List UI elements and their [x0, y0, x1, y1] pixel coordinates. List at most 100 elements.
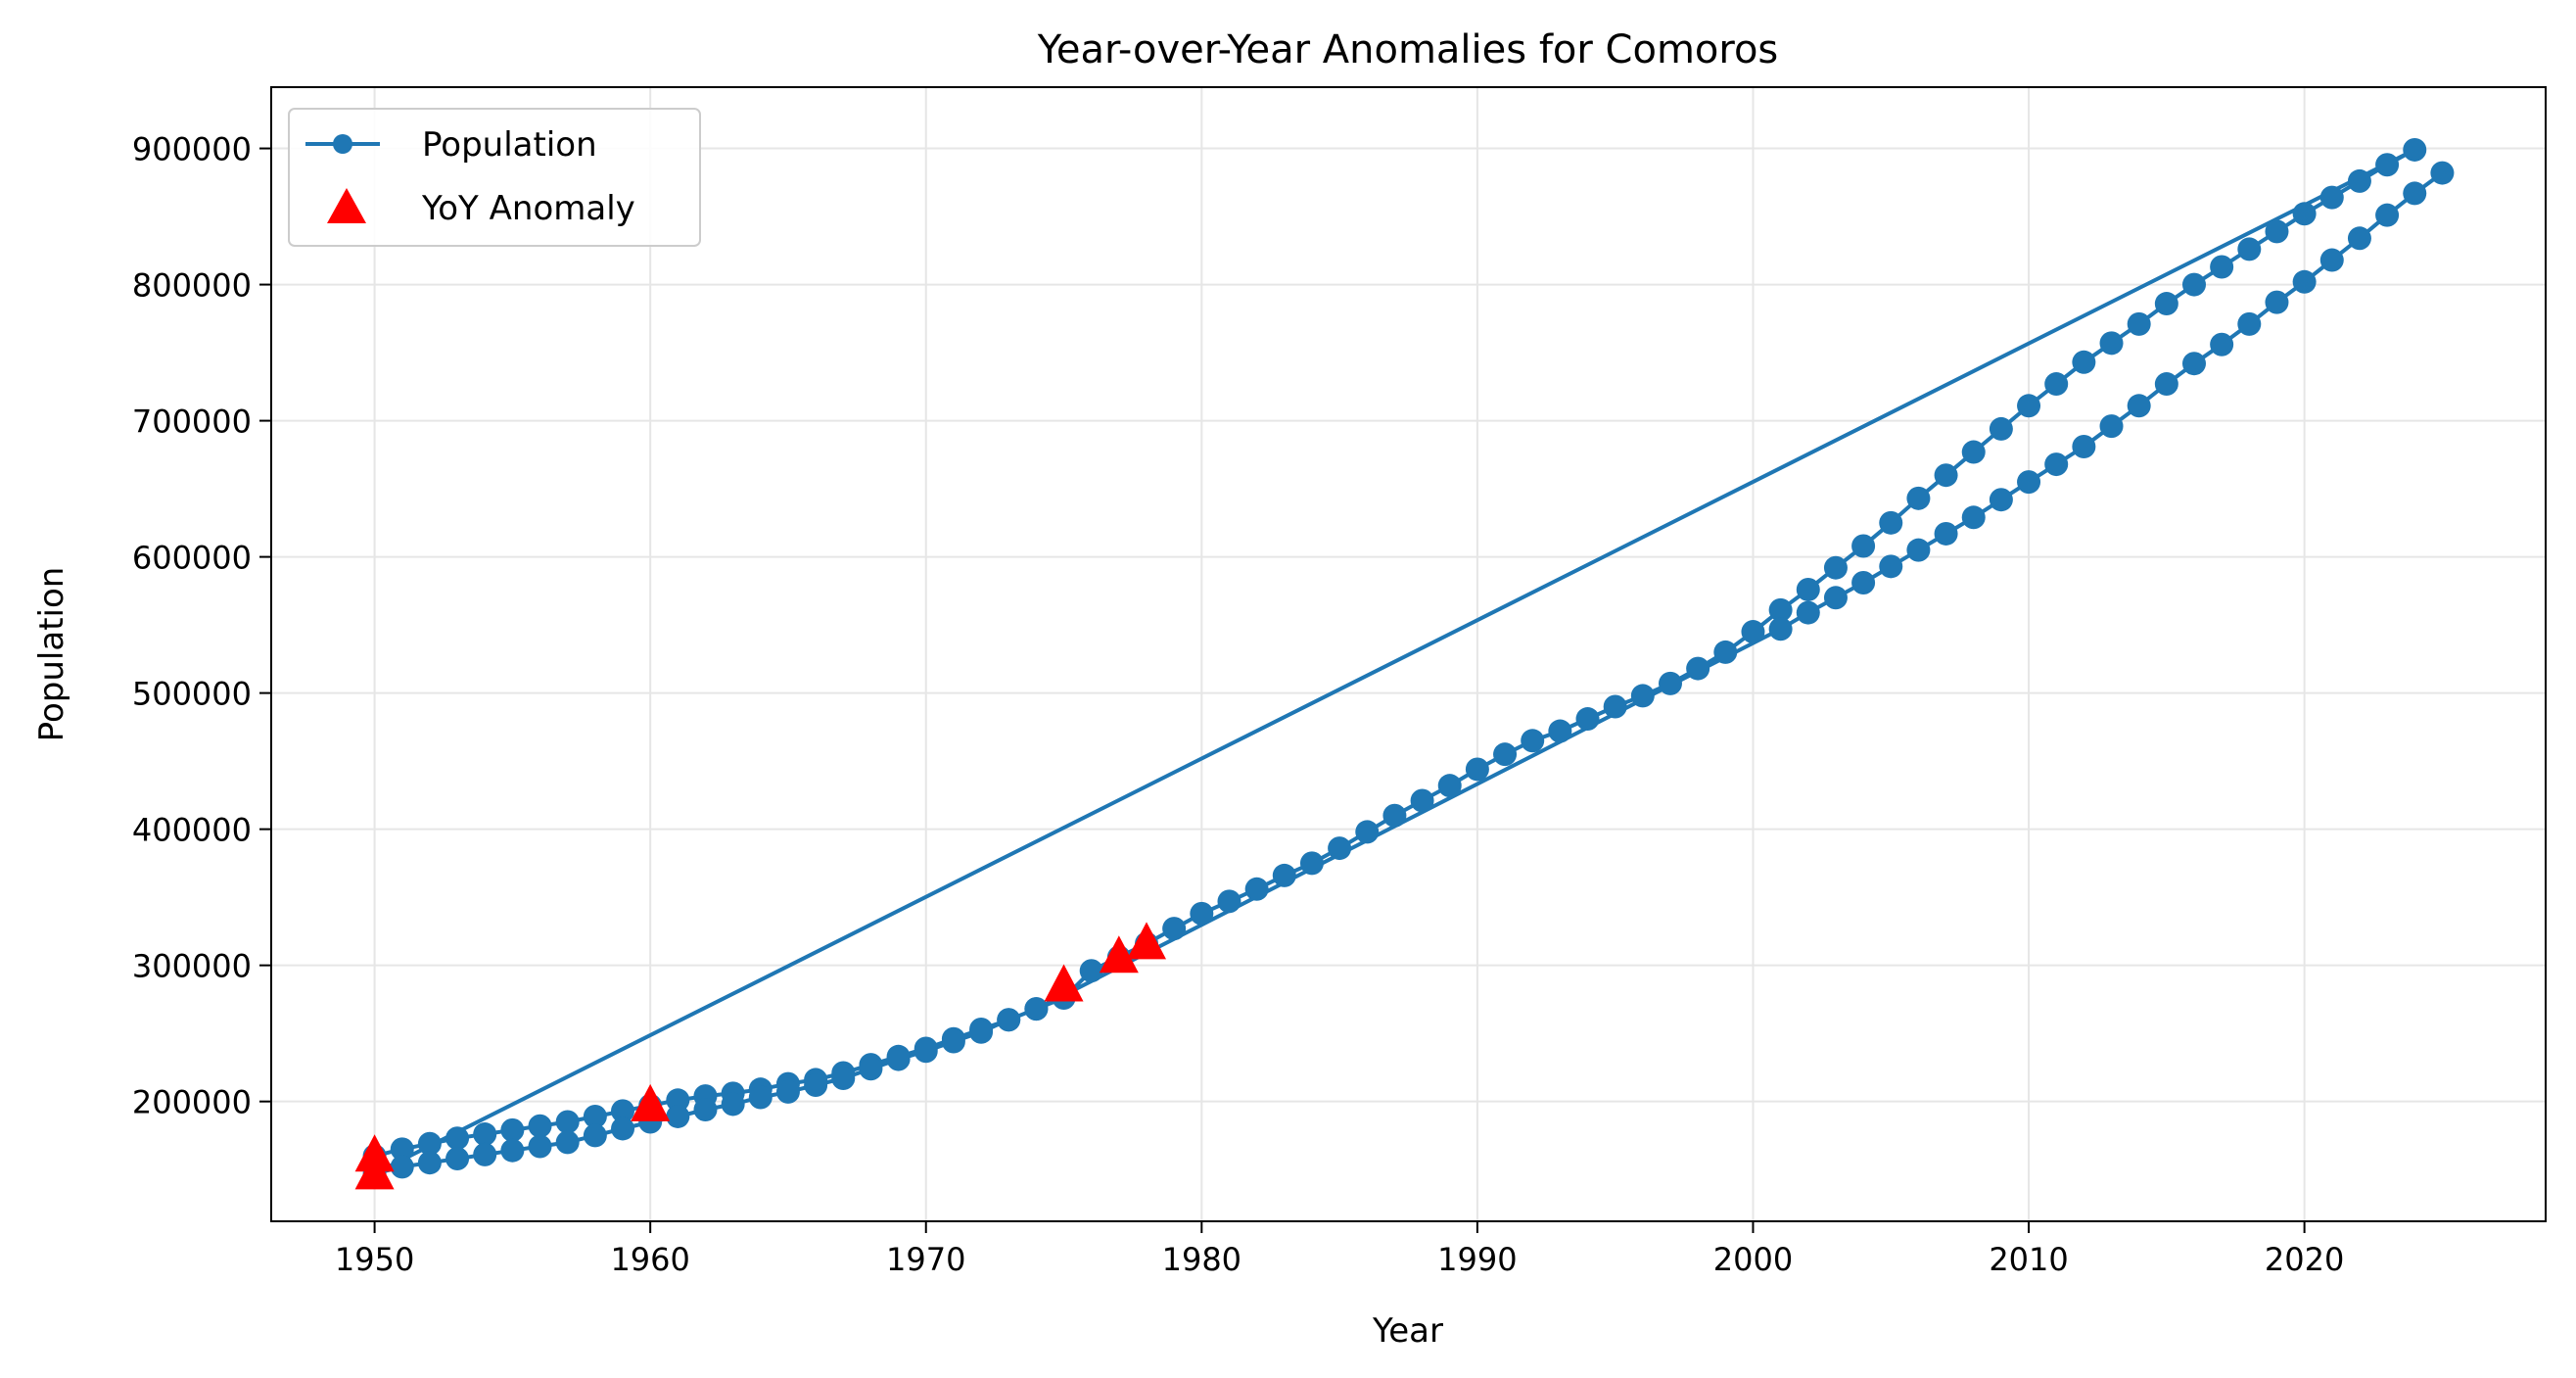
population-point	[2430, 161, 2455, 185]
population-point	[500, 1117, 525, 1142]
population-point	[2237, 311, 2262, 336]
population-point	[473, 1142, 497, 1166]
population-point	[2044, 372, 2069, 397]
population-point	[1382, 803, 1407, 828]
population-point	[913, 1039, 938, 1064]
population-point	[2127, 311, 2151, 336]
population-point	[611, 1099, 635, 1123]
population-point	[2072, 435, 2096, 459]
population-point	[528, 1114, 552, 1138]
population-point	[2210, 332, 2234, 356]
population-point	[1989, 488, 2013, 512]
x-tick-label: 1990	[1437, 1241, 1517, 1278]
y-tick-label: 300000	[132, 948, 252, 985]
population-point	[2017, 470, 2041, 495]
population-point	[583, 1123, 607, 1148]
legend-circle-marker	[333, 134, 352, 154]
population-point	[831, 1067, 856, 1091]
x-tick-label: 1970	[886, 1241, 965, 1278]
population-point	[528, 1134, 552, 1159]
population-point	[2181, 352, 2206, 376]
population-point	[804, 1072, 828, 1097]
population-point	[417, 1151, 442, 1175]
population-point	[2210, 255, 2234, 279]
population-point	[1713, 640, 1738, 664]
population-point	[1244, 877, 1269, 901]
population-point	[1217, 889, 1241, 914]
population-point	[1768, 597, 1793, 622]
population-point	[2375, 153, 2400, 177]
anomaly-marker	[631, 1083, 671, 1121]
population-point	[417, 1131, 442, 1156]
population-point	[1024, 997, 1049, 1022]
population-point	[2347, 226, 2371, 251]
y-tick-label: 400000	[132, 812, 252, 849]
population-point	[1906, 486, 1931, 510]
population-point	[2181, 272, 2206, 297]
population-point	[2292, 269, 2317, 294]
anomaly-marker	[1044, 964, 1084, 1002]
population-point	[1989, 416, 2013, 441]
population-point	[1548, 719, 1572, 743]
population-point	[1493, 742, 1518, 767]
legend-label-yoy-anomaly: YoY Anomaly	[421, 189, 635, 228]
population-point	[2072, 350, 2096, 374]
population-point	[1879, 554, 1903, 579]
population-point	[1521, 729, 1545, 753]
legend-box	[288, 108, 701, 247]
population-point	[2237, 237, 2262, 261]
population-point	[1079, 959, 1103, 983]
plot-area	[354, 137, 2455, 1190]
x-tick-label: 2000	[1713, 1241, 1793, 1278]
population-point	[941, 1029, 965, 1054]
x-axis-label: Year	[1372, 1311, 1443, 1351]
population-point	[969, 1020, 994, 1044]
population-point	[775, 1079, 800, 1104]
population-point	[1630, 684, 1655, 708]
population-point	[1879, 510, 1903, 535]
population-point	[2017, 394, 2041, 418]
population-point	[1961, 440, 1986, 464]
population-point	[1934, 521, 1958, 546]
population-point	[2319, 248, 2344, 272]
population-point	[1410, 788, 1434, 813]
x-tick-label: 2020	[2265, 1241, 2344, 1278]
population-point	[1768, 617, 1793, 641]
population-point	[2375, 203, 2400, 227]
population-point	[1299, 851, 1324, 876]
population-point	[1851, 571, 1876, 595]
population-point	[2265, 290, 2289, 314]
population-point	[1796, 600, 1820, 625]
population-point	[2099, 414, 2124, 439]
x-tick-label: 1960	[610, 1241, 689, 1278]
population-point	[886, 1047, 911, 1071]
population-point	[1741, 620, 1765, 644]
anomaly-marker	[1099, 935, 1139, 974]
population-point	[1355, 820, 1380, 844]
population-point	[390, 1137, 414, 1162]
y-tick-label: 800000	[132, 267, 252, 305]
y-axis-label: Population	[32, 567, 71, 742]
population-point	[1823, 555, 1848, 580]
population-point	[2265, 219, 2289, 244]
population-point	[445, 1147, 470, 1171]
x-tick-label: 2010	[1989, 1241, 2068, 1278]
population-point	[1465, 757, 1489, 782]
y-tick-label: 200000	[132, 1084, 252, 1121]
y-tick-label: 700000	[132, 404, 252, 441]
population-point	[1686, 656, 1710, 681]
population-point	[500, 1138, 525, 1163]
population-point	[1575, 707, 1600, 732]
population-point	[693, 1098, 718, 1122]
plot-frame	[270, 86, 2547, 1222]
population-point	[2347, 168, 2371, 193]
population-point	[1328, 836, 1352, 861]
population-point	[555, 1130, 580, 1155]
population-point	[473, 1122, 497, 1147]
population-point	[1934, 463, 1958, 488]
anomaly-marker	[354, 1152, 395, 1190]
legend-label-population: Population	[422, 125, 597, 165]
legend-triangle-marker	[327, 188, 366, 223]
anomaly-marker	[1127, 922, 1167, 960]
